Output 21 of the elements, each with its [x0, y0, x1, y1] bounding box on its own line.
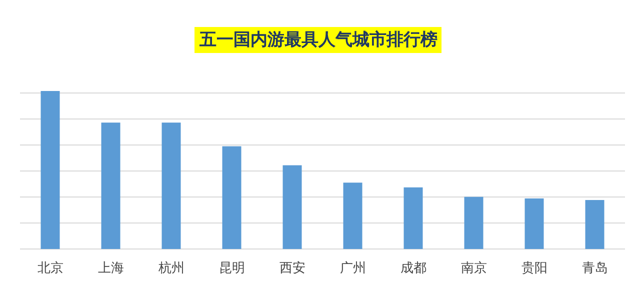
x-tick-label: 南京	[460, 261, 487, 276]
x-tick-label: 西安	[279, 260, 306, 276]
chart-title: 五一国内游最具人气城市排行榜	[198, 30, 438, 50]
bar	[222, 146, 242, 249]
bar	[585, 200, 604, 249]
bar	[404, 187, 423, 249]
bar	[282, 165, 302, 249]
bar	[40, 91, 60, 249]
x-tick-label: 昆明	[218, 261, 245, 276]
x-tick-label: 杭州	[157, 261, 184, 276]
bar	[464, 196, 484, 249]
x-tick-label: 贵阳	[521, 261, 548, 276]
bar	[343, 182, 362, 249]
x-tick-label: 上海	[98, 261, 124, 276]
bar	[101, 122, 120, 249]
x-tick-label: 广州	[340, 261, 366, 276]
x-tick-label: 成都	[400, 261, 426, 276]
x-tick-label: 北京	[37, 261, 64, 276]
bar	[162, 122, 181, 249]
x-tick-label: 青岛	[582, 261, 608, 276]
bar	[524, 198, 544, 249]
